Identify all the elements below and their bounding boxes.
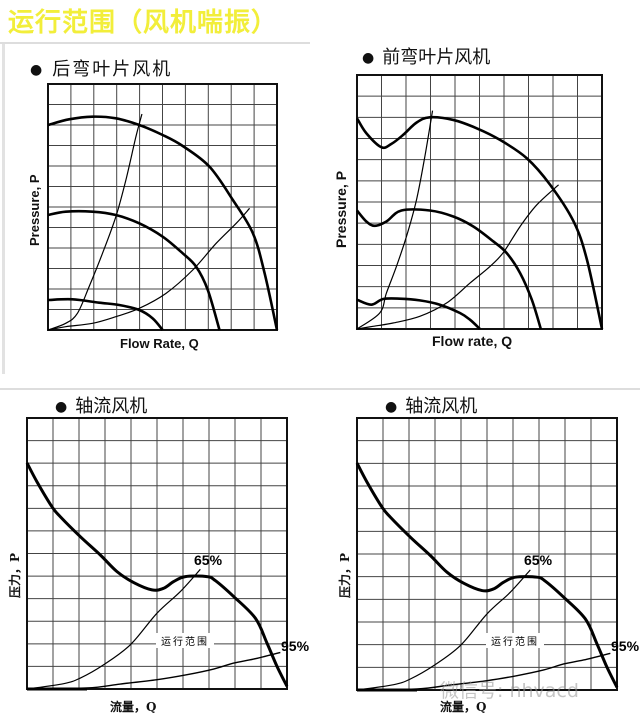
axial-fan-chart [357,418,617,690]
fan-curve-high-speed [48,117,277,330]
backward-curved-fan-chart [48,84,277,330]
operating-range-label: 运行范围 [486,633,544,648]
bullet-icon: ● [385,399,398,415]
x-axis-label: Flow Rate, Q [120,336,199,351]
axial-fan-curve [27,463,287,686]
label-65-percent: 65% [524,552,553,568]
label-65-percent: 65% [194,552,223,568]
x-axis-label: 流量，Q [110,700,157,714]
panel-heading: ● 轴流风机 [55,392,147,418]
watermark: 微信号: nhvacd [440,680,579,702]
y-axis-label: Pressure, P [27,174,42,246]
fan-curve-high-speed [357,117,602,329]
bullet-icon: ● [30,62,45,78]
system-curve-steep [48,114,142,330]
label-95-percent: 95% [281,638,310,654]
axial-fan-chart [27,418,287,689]
fan-curve-mid-speed [357,209,541,329]
panel-heading: ● 轴流风机 [385,392,477,418]
line-65-percent [357,570,530,690]
y-axis-label: 压力，P [8,552,22,598]
system-curve-steep [357,111,433,329]
system-curve-shallow [48,208,250,330]
fan-curve-low-speed [48,299,163,330]
divider [0,388,640,390]
x-axis-label: 流量，Q [440,700,487,714]
plot-border [357,418,617,690]
divider [2,44,5,374]
y-axis-label: Pressure, P [333,170,349,248]
heading-text: 前弯叶片风机 [382,47,491,68]
heading-text: 后弯叶片风机 [52,59,173,80]
panel-heading: ● 后弯叶片风机 [30,55,172,81]
divider [0,42,310,44]
line-95-percent [357,653,610,690]
x-axis-label: Flow rate, Q [432,333,513,349]
system-curve-shallow [357,185,559,329]
label-95-percent: 95% [611,638,640,654]
fan-curve-low-speed [357,298,480,329]
plot-border [27,418,287,689]
page-title: 运行范围（风机喘振） [8,8,279,38]
y-axis-label: 压力，P [338,552,352,598]
axial-fan-curve [357,463,617,687]
heading-text: 轴流风机 [75,396,148,417]
operating-range-label: 运行范围 [156,633,214,648]
fan-curve-mid-speed [48,211,219,330]
bullet-icon: ● [55,399,68,415]
heading-text: 轴流风机 [405,396,478,417]
panel-heading: ● 前弯叶片风机 [362,43,490,69]
line-95-percent [27,652,280,689]
line-65-percent [27,569,200,689]
bullet-icon: ● [362,50,375,66]
forward-curved-fan-chart [357,75,602,329]
